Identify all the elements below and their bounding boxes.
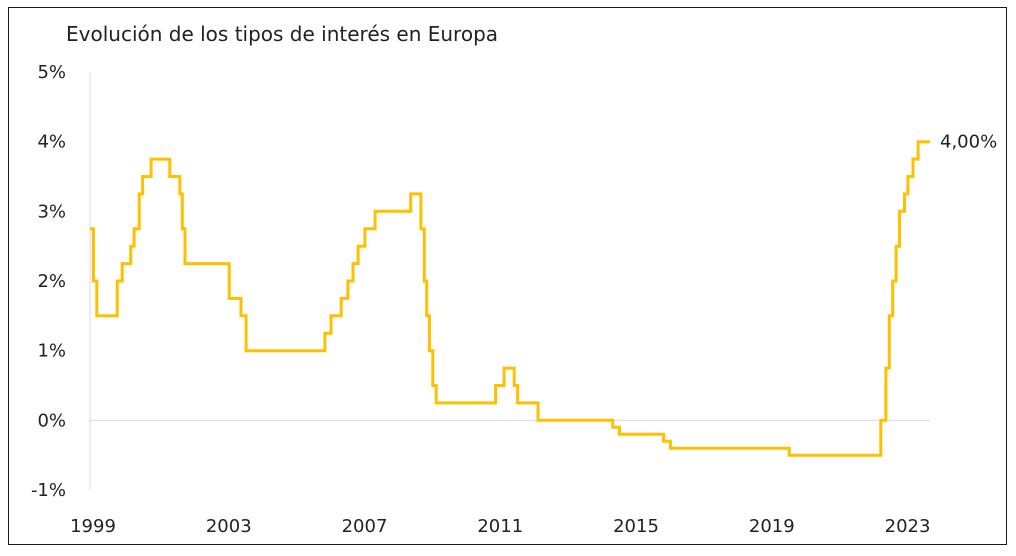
x-tick-labels: 1999 2003 2007 2011 2015 2019 2023 (70, 516, 930, 537)
y-tick-label: 2% (37, 271, 66, 292)
y-tick-label: 4% (37, 132, 66, 153)
y-tick-label: 0% (37, 410, 66, 431)
chart-title: Evolución de los tipos de interés en Eur… (66, 22, 499, 46)
x-tick-label: 1999 (70, 516, 116, 537)
y-tick-label: 1% (37, 341, 66, 362)
x-tick-label: 2011 (477, 516, 523, 537)
x-tick-label: 2023 (885, 516, 931, 537)
y-tick-label: 5% (37, 62, 66, 83)
y-tick-label: -1% (31, 480, 66, 501)
x-tick-label: 2015 (613, 516, 659, 537)
x-tick-label: 2007 (342, 516, 388, 537)
x-tick-label: 2019 (749, 516, 795, 537)
x-tick-label: 2003 (206, 516, 252, 537)
series-line (90, 140, 930, 457)
y-tick-labels: 5% 4% 3% 2% 1% 0% -1% (31, 62, 66, 501)
end-value-label: 4,00% (940, 132, 997, 153)
y-tick-label: 3% (37, 201, 66, 222)
